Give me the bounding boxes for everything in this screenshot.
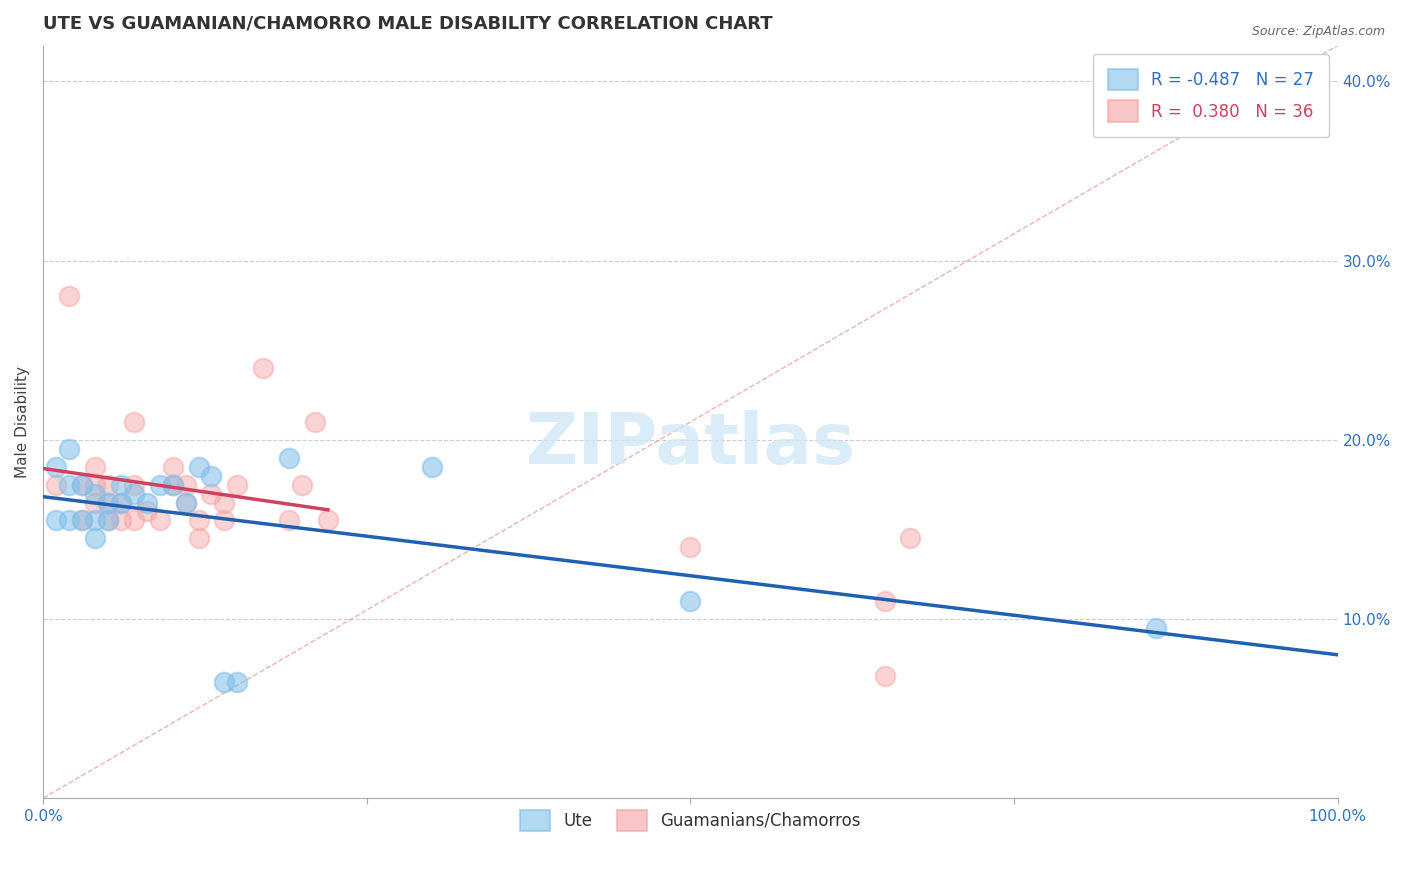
Point — [58, 477, 80, 491]
Point — [162, 477, 184, 491]
Point — [873, 669, 896, 683]
Point — [226, 674, 249, 689]
Point — [110, 495, 132, 509]
Point — [58, 289, 80, 303]
Point — [70, 477, 93, 491]
Point — [135, 504, 157, 518]
Point — [84, 532, 107, 546]
Point — [84, 513, 107, 527]
Point — [162, 459, 184, 474]
Point — [58, 442, 80, 456]
Point — [97, 513, 120, 527]
Point — [84, 495, 107, 509]
Point — [900, 532, 922, 546]
Point — [679, 541, 702, 555]
Point — [291, 477, 314, 491]
Point — [70, 477, 93, 491]
Point — [187, 532, 209, 546]
Point — [174, 495, 197, 509]
Point — [97, 495, 120, 509]
Point — [278, 450, 301, 465]
Point — [45, 477, 67, 491]
Point — [200, 468, 222, 483]
Point — [187, 459, 209, 474]
Text: ZIPatlas: ZIPatlas — [526, 410, 855, 479]
Point — [200, 486, 222, 500]
Point — [214, 495, 236, 509]
Point — [873, 594, 896, 608]
Point — [58, 513, 80, 527]
Point — [110, 513, 132, 527]
Point — [122, 477, 145, 491]
Point — [420, 459, 443, 474]
Point — [174, 477, 197, 491]
Point — [97, 513, 120, 527]
Point — [252, 361, 274, 376]
Point — [187, 513, 209, 527]
Text: Source: ZipAtlas.com: Source: ZipAtlas.com — [1251, 25, 1385, 38]
Point — [316, 513, 339, 527]
Point — [84, 477, 107, 491]
Point — [110, 477, 132, 491]
Point — [135, 495, 157, 509]
Point — [122, 415, 145, 429]
Point — [304, 415, 326, 429]
Point — [1144, 621, 1167, 635]
Legend: Ute, Guamanians/Chamorros: Ute, Guamanians/Chamorros — [505, 795, 876, 847]
Point — [97, 477, 120, 491]
Point — [70, 513, 93, 527]
Point — [214, 513, 236, 527]
Point — [162, 477, 184, 491]
Point — [84, 459, 107, 474]
Point — [174, 495, 197, 509]
Point — [110, 495, 132, 509]
Point — [70, 513, 93, 527]
Point — [45, 513, 67, 527]
Point — [45, 459, 67, 474]
Point — [226, 477, 249, 491]
Point — [149, 477, 172, 491]
Point — [84, 486, 107, 500]
Text: UTE VS GUAMANIAN/CHAMORRO MALE DISABILITY CORRELATION CHART: UTE VS GUAMANIAN/CHAMORRO MALE DISABILIT… — [44, 15, 773, 33]
Point — [122, 486, 145, 500]
Point — [278, 513, 301, 527]
Point — [122, 513, 145, 527]
Point — [97, 495, 120, 509]
Point — [149, 513, 172, 527]
Point — [214, 674, 236, 689]
Y-axis label: Male Disability: Male Disability — [15, 366, 30, 478]
Point — [679, 594, 702, 608]
